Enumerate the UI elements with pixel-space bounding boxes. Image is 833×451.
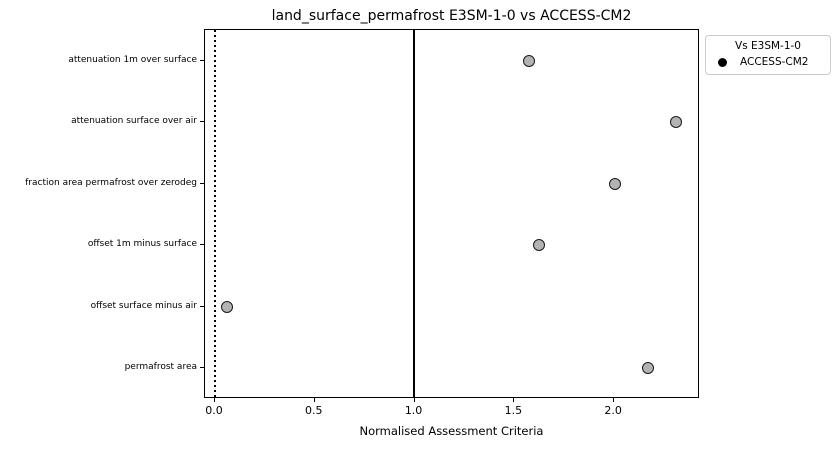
legend-marker-icon: [718, 57, 727, 67]
y-tick-label: offset 1m minus surface: [87, 239, 197, 250]
y-tick-mark: [200, 244, 204, 246]
x-axis-label: Normalised Assessment Criteria: [359, 424, 544, 438]
x-tick-label: 0.5: [305, 404, 323, 417]
data-point: [220, 300, 233, 313]
data-point: [523, 54, 536, 67]
x-tick-label: 2.0: [604, 404, 622, 417]
x-tick-mark: [513, 398, 515, 402]
reference-line-solid: [412, 30, 415, 397]
y-tick-mark: [200, 182, 204, 184]
data-point: [670, 116, 683, 129]
y-tick-label: offset surface minus air: [90, 300, 197, 311]
x-tick-label: 1.5: [504, 404, 523, 417]
chart-title: land_surface_permafrost E3SM-1-0 vs ACCE…: [271, 8, 632, 24]
x-tick-mark: [213, 398, 215, 402]
data-point: [532, 239, 545, 252]
y-tick-label: attenuation surface over air: [71, 116, 197, 127]
plot-area: [204, 29, 699, 398]
y-tick-label: attenuation 1m over surface: [68, 54, 197, 65]
data-point: [608, 177, 621, 190]
y-tick-mark: [200, 367, 204, 369]
legend-entry-label: ACCESS-CM2: [740, 56, 809, 68]
legend: Vs E3SM-1-0 ACCESS-CM2: [705, 35, 831, 75]
x-tick-mark: [313, 398, 315, 402]
y-tick-label: permafrost area: [124, 362, 197, 373]
x-tick-mark: [413, 398, 415, 402]
y-tick-mark: [200, 305, 204, 307]
x-tick-label: 0.0: [205, 404, 223, 417]
data-point: [642, 362, 655, 375]
y-tick-mark: [200, 59, 204, 61]
x-tick-label: 1.0: [404, 404, 423, 417]
legend-entry: ACCESS-CM2: [712, 56, 824, 68]
reference-line-dotted: [213, 30, 216, 397]
legend-title: Vs E3SM-1-0: [735, 40, 801, 52]
y-tick-label: fraction area permafrost over zerodeg: [25, 177, 197, 188]
x-tick-mark: [613, 398, 615, 402]
y-tick-mark: [200, 121, 204, 123]
